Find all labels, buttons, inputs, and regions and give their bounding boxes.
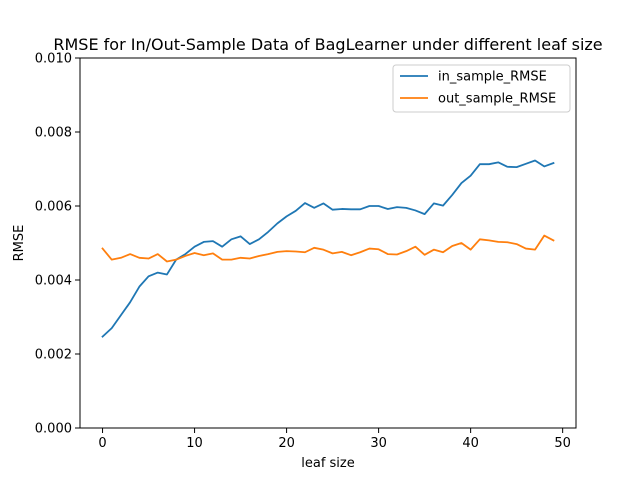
plot-frame — [79, 57, 577, 429]
legend: in_sample_RMSE out_sample_RMSE — [392, 64, 571, 113]
series-group — [101, 159, 555, 338]
x-tick-label-0: 0 — [98, 436, 106, 451]
y-axis: 0.000 0.002 0.004 0.006 0.008 0.010 — [35, 52, 80, 437]
chart-title: RMSE for In/Out-Sample Data of BagLearne… — [53, 35, 602, 54]
y-tick-label-5: 0.010 — [35, 52, 72, 67]
y-tick-label-3: 0.006 — [35, 200, 72, 215]
x-tick-label-1: 10 — [186, 436, 203, 451]
x-tick-label-3: 30 — [370, 436, 387, 451]
series-line-out_sample_RMSE — [101, 234, 555, 263]
legend-box — [392, 64, 571, 113]
y-tick-label-0: 0.000 — [35, 422, 72, 437]
x-axis: 0 10 20 30 40 50 — [98, 428, 571, 451]
x-tick-label-5: 50 — [554, 436, 571, 451]
x-tick-label-4: 40 — [462, 436, 479, 451]
series-line-in_sample_RMSE — [101, 159, 555, 338]
x-tick-label-2: 20 — [278, 436, 295, 451]
y-tick-label-4: 0.008 — [35, 126, 72, 141]
legend-label-in_sample_RMSE: in_sample_RMSE — [438, 70, 547, 85]
legend-label-out_sample_RMSE: out_sample_RMSE — [438, 92, 556, 107]
y-tick-label-2: 0.004 — [35, 274, 72, 289]
y-axis-label: RMSE — [12, 225, 27, 262]
x-axis-label: leaf size — [301, 456, 355, 471]
y-tick-label-1: 0.002 — [35, 348, 72, 363]
